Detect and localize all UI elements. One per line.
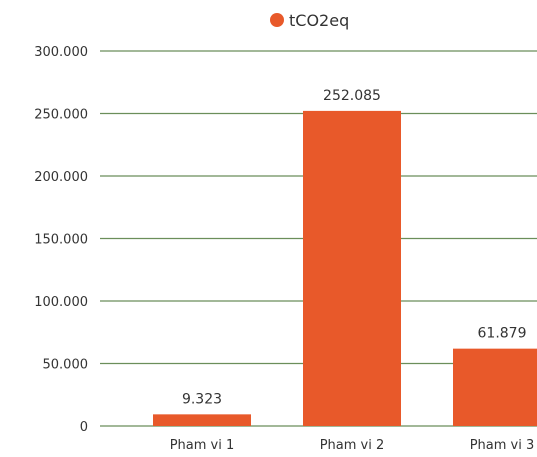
value-label-2: 252.085	[323, 88, 381, 104]
value-label-3: 61.879	[478, 326, 527, 342]
y-tick-label: 0	[80, 420, 88, 435]
y-tick-label: 50.000	[43, 358, 89, 373]
value-labels: 9.323 252.085 61.879	[182, 88, 527, 407]
bar-3	[453, 348, 537, 426]
bar-2	[303, 110, 401, 427]
legend-swatch	[270, 13, 284, 27]
x-tick-label-1: Pham vi 1	[170, 438, 235, 453]
x-tick-label-3: Pham vi 3	[470, 438, 535, 453]
legend-label: tCO2eq	[289, 11, 349, 30]
y-axis-ticks: 0 50.000 100.000 150.000 200.000 250.000 300.0…	[34, 45, 88, 435]
y-tick-label: 200.000	[34, 170, 88, 185]
bars	[153, 110, 537, 427]
y-tick-label: 300.000	[34, 45, 88, 60]
y-tick-label: 150.000	[34, 233, 88, 248]
value-label-1: 9.323	[182, 391, 222, 407]
x-axis-ticks: Pham vi 1 Pham vi 2 Pham vi 3	[170, 438, 535, 453]
bar-1	[153, 414, 251, 426]
legend: tCO2eq	[270, 11, 349, 30]
y-tick-label: 100.000	[34, 295, 88, 310]
x-tick-label-2: Pham vi 2	[320, 438, 385, 453]
y-tick-label: 250.000	[34, 108, 88, 123]
